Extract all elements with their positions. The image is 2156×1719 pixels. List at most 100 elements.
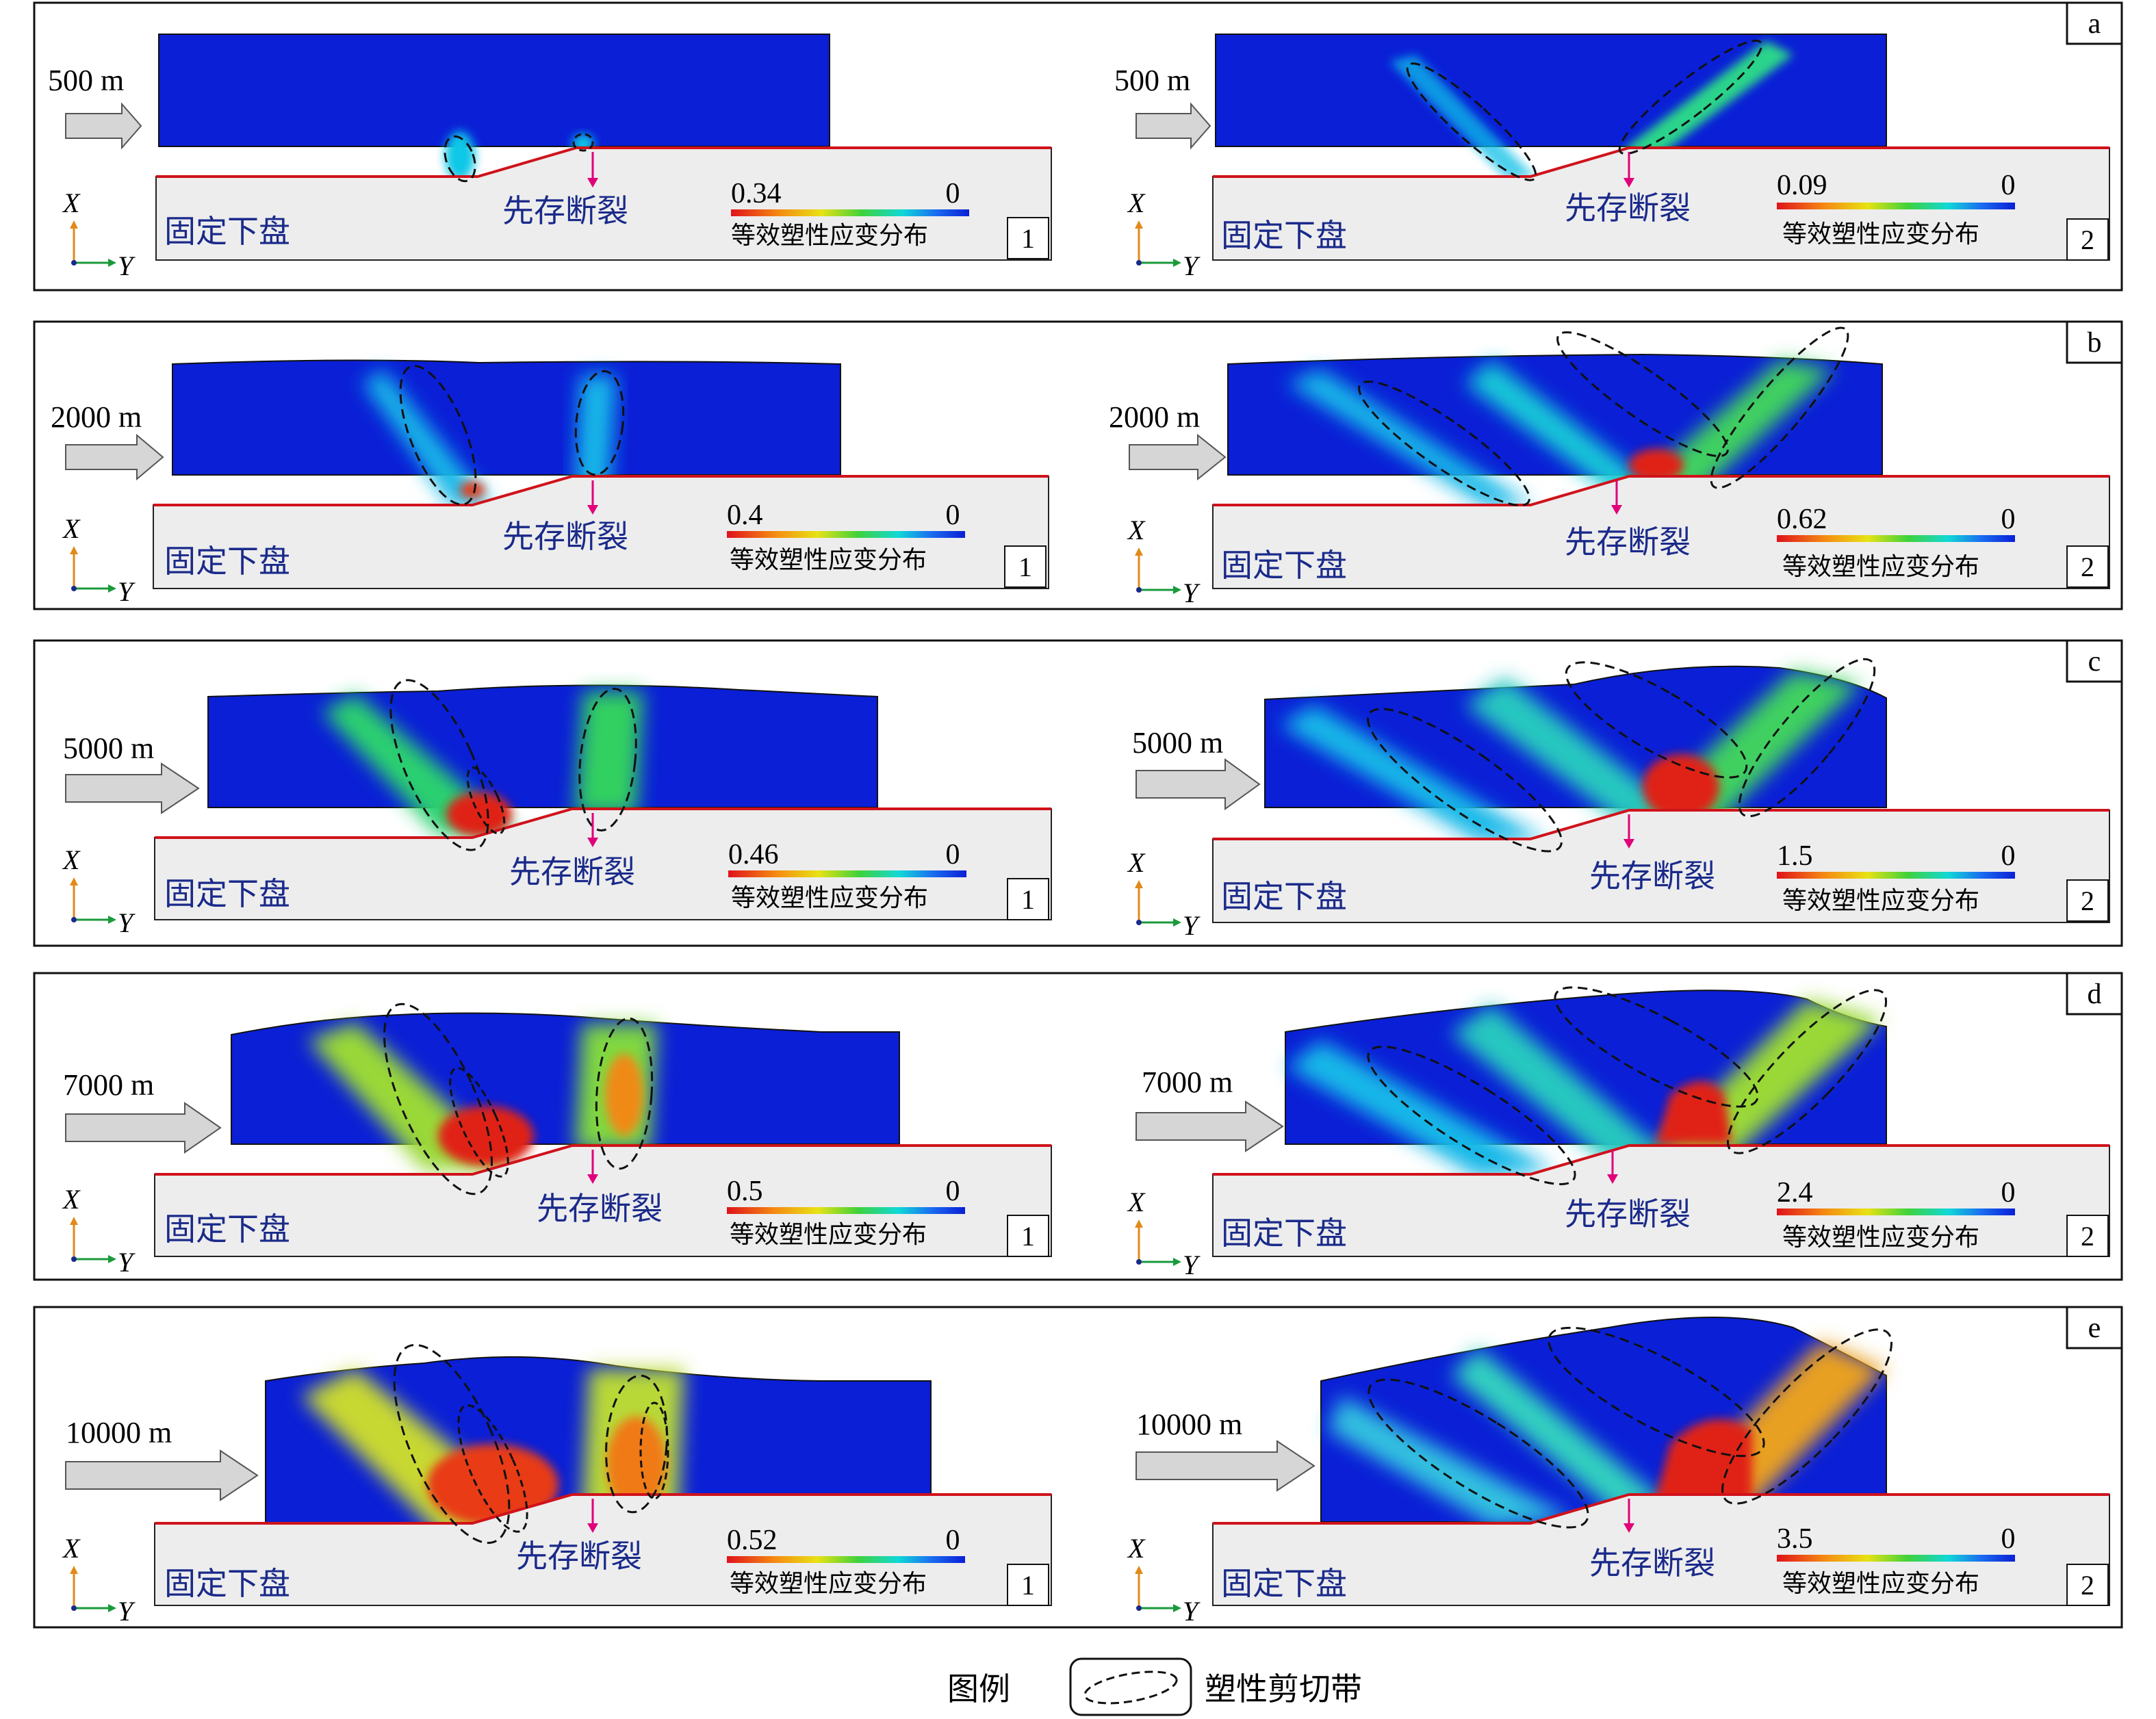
- strain-zone: [575, 375, 616, 493]
- push-arrow: [1135, 102, 1211, 150]
- panel-e2: 10000 m 先存断裂 固定下盘 3.5 0 等效塑性应变分布 2: [1127, 1317, 2110, 1627]
- shear-band-outline: [1726, 989, 1888, 1154]
- colorbar-min: 0: [946, 178, 960, 209]
- strain-peak: [460, 482, 485, 498]
- fault-line: [155, 1144, 1051, 1176]
- axis-y-label: Y: [118, 576, 136, 607]
- fault-pointer-head: [587, 1523, 598, 1533]
- axis-indicator: X Y: [62, 844, 136, 938]
- colorbar: [1777, 203, 2015, 209]
- displacement-label: 7000 m: [63, 1068, 154, 1102]
- shear-band-outline: [383, 1003, 493, 1195]
- fault-label: 先存断裂: [1565, 524, 1691, 560]
- strain-zone: [1280, 705, 1547, 842]
- panel-d1: 7000 m 先存断裂 固定下盘 0.5 0 等效塑性应变分布 1: [62, 1003, 1052, 1278]
- colorbar-caption: 等效塑性应变分布: [730, 1221, 927, 1249]
- colorbar-caption: 等效塑性应变分布: [1782, 220, 1979, 248]
- shear-band-outline: [1368, 1378, 1589, 1529]
- shear-band-outline: [1618, 39, 1763, 155]
- colorbar-caption: 等效塑性应变分布: [1782, 1224, 1979, 1252]
- shear-band-outline: [639, 1401, 669, 1500]
- row-letter: b: [2088, 327, 2102, 359]
- row-c: c 5000 m 先存断裂 固定下盘 0.46 0 等效塑性应变分布 1: [33, 639, 2123, 947]
- fault-line: [1213, 809, 2109, 840]
- axis-indicator: X Y: [1127, 1533, 1201, 1627]
- shear-band-outline: [389, 679, 489, 851]
- footwall-label: 固定下盘: [1221, 217, 1347, 254]
- panel-number: 1: [1021, 223, 1035, 254]
- row-frame: [33, 1, 2123, 292]
- footwall-label: 固定下盘: [1221, 1215, 1347, 1252]
- strain-zone: [1287, 1040, 1554, 1177]
- strain-zone: [1389, 55, 1536, 178]
- fault-label: 先存断裂: [537, 1190, 663, 1227]
- panel-c1: 5000 m 先存断裂 固定下盘 0.46 0 等效塑性应变分布 1: [62, 679, 1052, 938]
- fault-label: 先存断裂: [1589, 1544, 1715, 1581]
- shear-band-outline: [572, 133, 594, 152]
- axis-x-label: X: [1127, 847, 1146, 878]
- row-letter-box: [2066, 320, 2123, 364]
- axis-indicator: X Y: [62, 513, 136, 607]
- colorbar-max: 0.4: [727, 500, 763, 531]
- push-arrow: [1135, 758, 1261, 810]
- axis-y-label: Y: [1183, 1596, 1201, 1627]
- row-letter-box: [2066, 972, 2123, 1016]
- axis-x-label: X: [62, 844, 81, 875]
- panel-c2: 5000 m 先存断裂 固定下盘 1.5 0 等效塑性应变分布 2: [1127, 658, 2110, 941]
- shear-band-outline: [574, 370, 625, 476]
- push-arrow: [65, 433, 164, 481]
- axis-y-label: Y: [1183, 250, 1201, 281]
- axis-indicator: X Y: [62, 188, 136, 281]
- row-frame: [33, 639, 2123, 947]
- shear-band-legend-icon: [1083, 1670, 1178, 1705]
- colorbar-caption: 等效塑性应变分布: [1782, 553, 1979, 581]
- panel-number-box: [2066, 218, 2109, 261]
- legend: 图例 塑性剪切带: [947, 1657, 1362, 1716]
- axis-x-label: X: [62, 1184, 81, 1215]
- colorbar-min: 0: [946, 1525, 960, 1556]
- legend-title: 图例: [947, 1670, 1010, 1707]
- axis-x-label: X: [1127, 515, 1146, 545]
- fault-line: [1213, 475, 2109, 506]
- row-e: e 10000 m 先存断裂 固定下盘 0.52 0 等效塑性应变分布 1: [33, 1306, 2123, 1629]
- colorbar-caption: 等效塑性应变分布: [1782, 887, 1979, 915]
- displacement-label: 10000 m: [1136, 1408, 1242, 1441]
- shear-band-outline: [1548, 1326, 1765, 1458]
- row-letter: e: [2088, 1313, 2101, 1344]
- axis-x-label: X: [62, 513, 81, 544]
- row-letter-box: [2066, 1, 2123, 45]
- panel-number-box: [2066, 1215, 2109, 1257]
- colorbar-caption: 等效塑性应变分布: [730, 546, 927, 574]
- shear-band-outline: [578, 687, 637, 832]
- panel-number-box: [1007, 1215, 1049, 1257]
- axis-x-label: X: [1127, 1533, 1146, 1564]
- fault-pointer-head: [587, 838, 598, 847]
- displacement-label: 7000 m: [1142, 1065, 1233, 1099]
- colorbar: [727, 1556, 965, 1563]
- axis-indicator: X Y: [62, 1533, 136, 1627]
- fault-line: [153, 475, 1049, 506]
- colorbar: [1777, 872, 2015, 879]
- legend-label: 塑性剪切带: [1205, 1670, 1362, 1707]
- axis-x-label: X: [62, 188, 81, 218]
- strain-peak: [1629, 449, 1684, 482]
- colorbar-max: 0.62: [1777, 504, 1827, 535]
- axis-y-label: Y: [118, 250, 136, 281]
- shear-band-outline: [1710, 326, 1849, 489]
- shear-band-outline: [1367, 1046, 1576, 1185]
- panel-number-box: [1007, 878, 1049, 920]
- colorbar: [1777, 1555, 2015, 1562]
- axis-indicator: X Y: [1127, 188, 1201, 281]
- footwall-label: 固定下盘: [1221, 878, 1347, 915]
- displacement-label: 5000 m: [63, 732, 154, 765]
- colorbar-min: 0: [2001, 170, 2016, 201]
- row-frame: [33, 972, 2123, 1281]
- push-arrow: [1135, 1440, 1316, 1492]
- fault-label: 先存断裂: [509, 853, 635, 890]
- axis-indicator: X Y: [1127, 1187, 1201, 1280]
- panel-number-box: [1007, 217, 1049, 259]
- panel-a1: 500 m 先存断裂 固定下盘 0.34 0 等效塑性应变分布 1: [48, 34, 1052, 281]
- push-arrow: [1129, 433, 1227, 481]
- colorbar-min: 0: [2001, 1523, 2016, 1555]
- colorbar-max: 0.09: [1777, 170, 1827, 201]
